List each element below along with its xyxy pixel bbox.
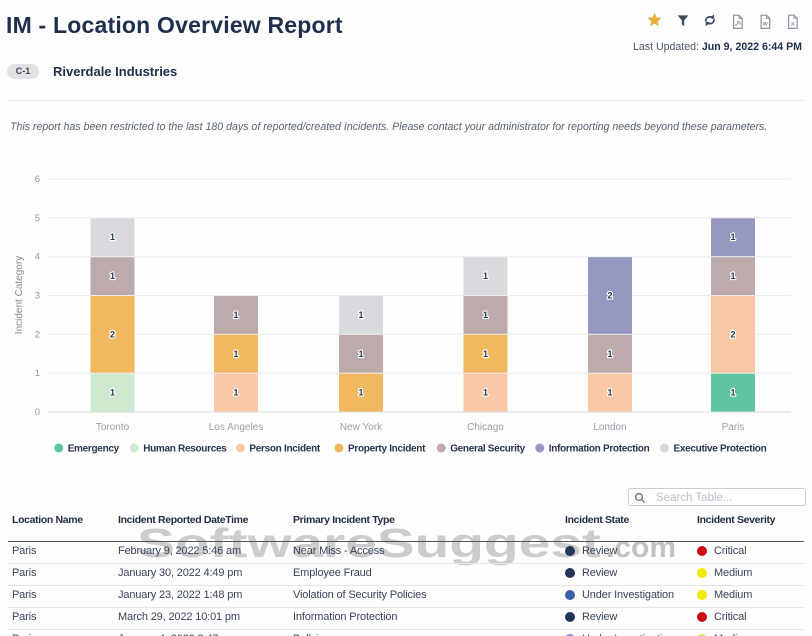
svg-text:General Security: General Security <box>450 444 525 455</box>
svg-text:Chicago: Chicago <box>467 422 504 433</box>
svg-text:0: 0 <box>35 407 40 418</box>
svg-text:x: x <box>791 21 795 28</box>
svg-text:Toronto: Toronto <box>96 422 130 433</box>
svg-text:1: 1 <box>358 388 363 398</box>
svg-text:Paris: Paris <box>722 422 745 433</box>
svg-text:1: 1 <box>730 388 735 398</box>
svg-text:1: 1 <box>358 310 363 320</box>
svg-text:2: 2 <box>35 329 40 340</box>
svg-text:3: 3 <box>35 291 40 302</box>
svg-text:1: 1 <box>483 271 488 281</box>
svg-text:1: 1 <box>233 388 238 398</box>
svg-text:6: 6 <box>35 174 40 185</box>
svg-text:1: 1 <box>607 349 612 359</box>
svg-text:1: 1 <box>607 388 612 398</box>
svg-text:1: 1 <box>110 271 115 281</box>
svg-text:Human Resources: Human Resources <box>143 444 227 455</box>
svg-text:Emergency: Emergency <box>68 444 120 455</box>
svg-text:1: 1 <box>35 368 40 379</box>
svg-text:1: 1 <box>730 232 735 242</box>
svg-text:New York: New York <box>340 422 383 433</box>
svg-text:1: 1 <box>233 349 238 359</box>
svg-text:1: 1 <box>110 388 115 398</box>
svg-text:Executive Protection: Executive Protection <box>674 444 767 455</box>
svg-text:4: 4 <box>35 252 40 263</box>
svg-text:1: 1 <box>730 271 735 281</box>
svg-text:1: 1 <box>483 388 488 398</box>
svg-text:5: 5 <box>35 213 40 224</box>
svg-text:Incident Category: Incident Category <box>14 256 25 334</box>
svg-text:Person Incident: Person Incident <box>249 444 320 455</box>
svg-text:Information Protection: Information Protection <box>549 444 650 455</box>
svg-text:w: w <box>762 21 769 28</box>
svg-text:1: 1 <box>358 349 363 359</box>
svg-text:1: 1 <box>483 349 488 359</box>
svg-text:1: 1 <box>110 232 115 242</box>
svg-text:2: 2 <box>730 329 735 339</box>
svg-text:2: 2 <box>607 291 612 301</box>
svg-text:2: 2 <box>110 329 115 339</box>
svg-text:Los Angeles: Los Angeles <box>209 422 264 433</box>
svg-text:1: 1 <box>233 310 238 320</box>
svg-text:1: 1 <box>483 310 488 320</box>
svg-text:Property Incident: Property Incident <box>348 444 426 455</box>
svg-text:London: London <box>593 422 626 433</box>
